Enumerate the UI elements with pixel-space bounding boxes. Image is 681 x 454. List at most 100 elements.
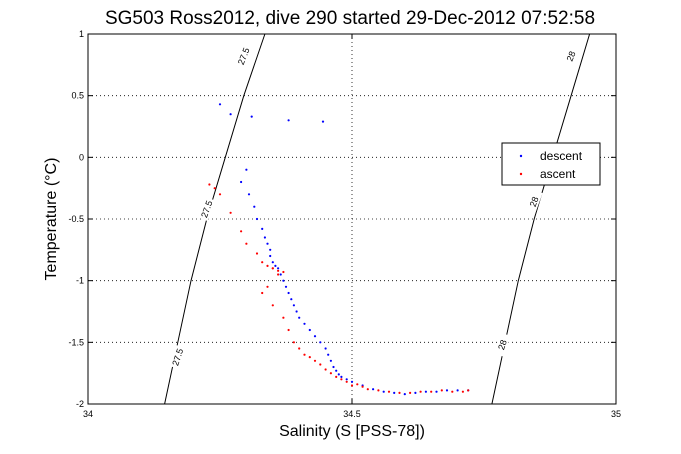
descent-point — [298, 316, 301, 319]
descent-point — [332, 365, 335, 369]
ascent-point — [430, 390, 433, 393]
contour-label: 28 — [528, 195, 541, 208]
ascent-point — [261, 261, 264, 264]
descent-point — [240, 180, 243, 184]
legend-box — [501, 142, 601, 186]
descent-point — [261, 227, 264, 230]
descent-point — [269, 254, 272, 258]
descent-point — [250, 115, 253, 118]
ascent-point — [287, 328, 290, 332]
y-tick-label: 0.5 — [71, 91, 84, 101]
contour-label: 28 — [496, 338, 509, 351]
descent-point — [287, 119, 290, 122]
y-tick-label: -2 — [76, 399, 84, 409]
descent-point — [245, 168, 248, 171]
descent-point — [255, 217, 259, 221]
ascent-point — [319, 363, 322, 366]
ascent-point — [361, 385, 364, 388]
y-tick-label: -0.5 — [68, 214, 84, 224]
descent-point — [327, 353, 330, 356]
ascent-point — [398, 391, 401, 394]
y-tick-label: -1.5 — [68, 337, 84, 347]
ascent-point — [329, 372, 332, 375]
descent-point — [321, 120, 325, 123]
descent-point — [382, 390, 385, 393]
descent-point — [337, 373, 340, 376]
contour-label-background — [562, 44, 580, 69]
ascent-point — [245, 242, 248, 245]
descent-point — [295, 310, 298, 313]
descent-point — [303, 322, 306, 325]
descent-point — [282, 279, 285, 282]
ascent-point — [261, 291, 264, 295]
legend: descent ascent — [501, 142, 601, 186]
descent-point — [403, 393, 406, 396]
x-tick-label: 34.5 — [343, 409, 361, 419]
descent-point — [340, 375, 343, 378]
ascent-point — [356, 383, 359, 386]
axis-ticks: 34 34.5 35 -2 -1.5 -1 -0.5 0 0.5 1 — [68, 29, 621, 419]
descent-point — [456, 389, 459, 392]
descent-point — [274, 264, 277, 267]
chart-title: SG503 Ross2012, dive 290 started 29-Dec-… — [105, 8, 595, 29]
ascent-point — [461, 390, 464, 393]
descent-point — [263, 236, 266, 239]
contour-label-background — [198, 197, 216, 222]
descent-point — [372, 388, 375, 391]
descent-point — [277, 267, 280, 270]
descent-point — [269, 248, 272, 251]
contour-label-background — [525, 189, 543, 214]
ascent-point — [303, 353, 306, 356]
ascent-point — [467, 389, 470, 392]
descent-point — [253, 205, 256, 208]
descent-point — [445, 389, 449, 392]
ascent-point — [340, 378, 343, 381]
descent-point — [329, 359, 332, 362]
ascent-point — [271, 267, 274, 270]
ascent-point — [451, 390, 454, 393]
ascent-point — [409, 391, 412, 394]
ascent-point — [266, 285, 269, 288]
descent-point — [229, 113, 232, 116]
ascent-point — [335, 375, 338, 378]
descent-point — [424, 390, 427, 393]
descent-point — [218, 103, 222, 106]
ascent-point — [255, 252, 259, 255]
descent-point — [435, 390, 438, 393]
descent-point — [266, 242, 269, 245]
ascent-point — [419, 390, 422, 393]
ascent-point — [282, 316, 285, 319]
x-tick-label: 35 — [611, 409, 621, 419]
ascent-point — [313, 359, 317, 362]
ascent-point — [377, 389, 380, 392]
descent-point — [284, 285, 288, 288]
ascent-point — [277, 269, 280, 272]
grid — [88, 34, 616, 404]
ascent-point — [350, 384, 354, 387]
ascent-point — [213, 187, 216, 190]
descent-point — [247, 193, 251, 196]
ascent-point — [440, 389, 443, 392]
ascent-point — [308, 356, 311, 359]
ascent-point — [298, 347, 301, 350]
y-tick-label: -1 — [76, 276, 84, 286]
descent-point — [335, 369, 338, 372]
ascent-point — [387, 390, 391, 393]
ascent-point — [292, 341, 295, 344]
x-tick-label: 34 — [83, 409, 93, 419]
contour-label-background — [169, 345, 186, 370]
descent-point — [393, 391, 396, 394]
contour-label: 28 — [565, 50, 578, 63]
ascent-point — [218, 193, 222, 196]
contour-label-background — [235, 44, 253, 69]
ascent-point — [345, 380, 348, 383]
ascent-point — [324, 368, 327, 371]
ascent-point — [271, 304, 274, 307]
descent-point — [350, 380, 354, 383]
descent-point — [319, 341, 322, 344]
x-axis-label: Salinity (S [PSS-78]) — [279, 423, 425, 440]
ascent-point — [266, 264, 269, 267]
